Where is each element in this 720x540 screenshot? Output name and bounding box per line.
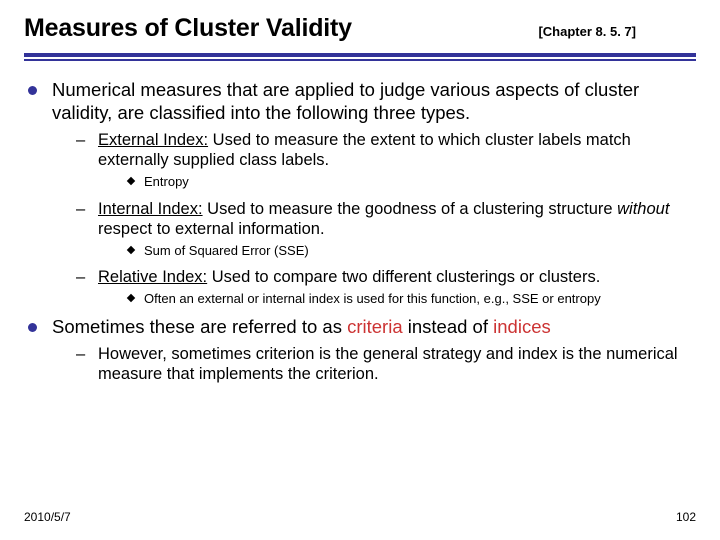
dash-icon: – (76, 344, 98, 384)
point-2: Sometimes these are referred to as crite… (24, 316, 696, 339)
point-2-text: Sometimes these are referred to as crite… (52, 316, 696, 339)
content: Numerical measures that are applied to j… (24, 79, 696, 384)
diamond-icon (126, 243, 144, 259)
external-index-text: External Index: Used to measure the exte… (98, 130, 696, 170)
dash-icon: – (76, 130, 98, 170)
divider (24, 53, 696, 61)
relative-index-text: Relative Index: Used to compare two diff… (98, 267, 696, 287)
point-2-sub: – However, sometimes criterion is the ge… (24, 344, 696, 384)
chapter-ref: [Chapter 8. 5. 7] (538, 24, 696, 43)
external-sub-text: Entropy (144, 174, 696, 190)
internal-sub: Sum of Squared Error (SSE) (24, 243, 696, 259)
relative-sub-text: Often an external or internal index is u… (144, 291, 696, 307)
internal-index-text: Internal Index: Used to measure the good… (98, 199, 696, 239)
external-index: – External Index: Used to measure the ex… (24, 130, 696, 170)
external-sub: Entropy (24, 174, 696, 190)
footer-date: 2010/5/7 (24, 510, 71, 524)
dash-icon: – (76, 267, 98, 287)
diamond-icon (126, 291, 144, 307)
relative-index: – Relative Index: Used to compare two di… (24, 267, 696, 287)
point-2-sub-text: However, sometimes criterion is the gene… (98, 344, 696, 384)
internal-index: – Internal Index: Used to measure the go… (24, 199, 696, 239)
relative-sub: Often an external or internal index is u… (24, 291, 696, 307)
point-1: Numerical measures that are applied to j… (24, 79, 696, 124)
bullet-icon (24, 316, 52, 339)
page-title: Measures of Cluster Validity (24, 14, 352, 43)
footer: 2010/5/7 102 (24, 510, 696, 524)
internal-sub-text: Sum of Squared Error (SSE) (144, 243, 696, 259)
dash-icon: – (76, 199, 98, 239)
diamond-icon (126, 174, 144, 190)
header: Measures of Cluster Validity [Chapter 8.… (24, 14, 696, 43)
bullet-icon (24, 79, 52, 124)
point-1-text: Numerical measures that are applied to j… (52, 79, 696, 124)
page-number: 102 (676, 510, 696, 524)
